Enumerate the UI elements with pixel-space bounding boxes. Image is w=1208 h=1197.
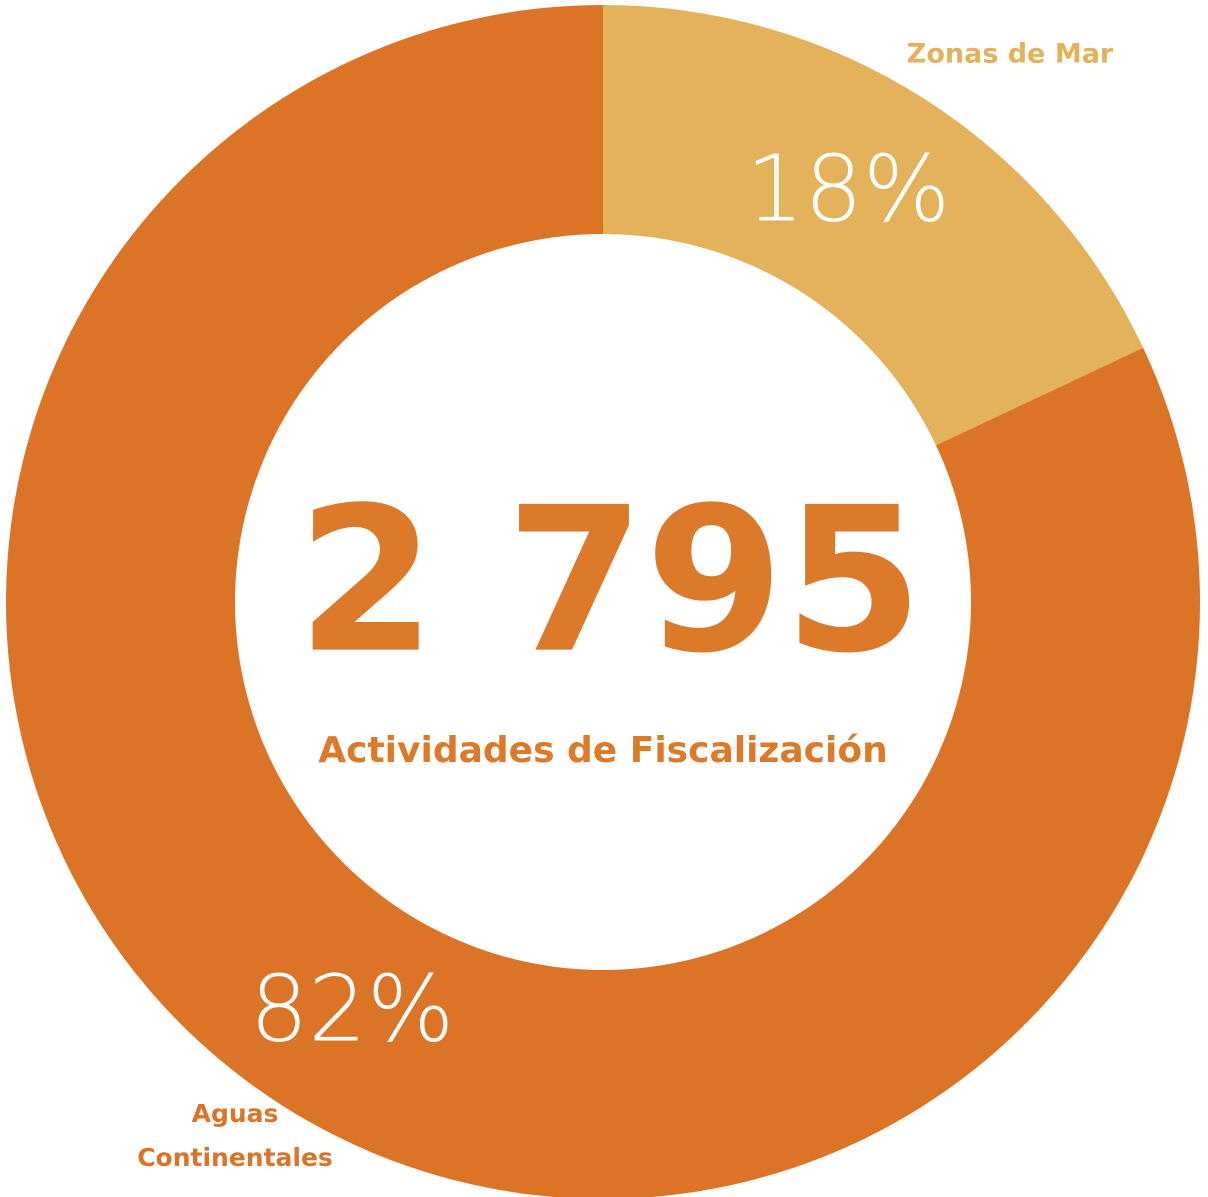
slice bbox=[6, 5, 1200, 1197]
category-label: Aguas Continentales bbox=[137, 1099, 333, 1172]
category-label: Zonas de Mar bbox=[907, 39, 1114, 70]
center-label: Actividades de Fiscalización bbox=[318, 730, 887, 771]
value-label: 18% bbox=[746, 136, 950, 243]
slices bbox=[6, 5, 1200, 1197]
center-value: 2 795 bbox=[297, 465, 923, 698]
slice bbox=[603, 5, 1144, 446]
value-label: 82% bbox=[250, 956, 454, 1063]
